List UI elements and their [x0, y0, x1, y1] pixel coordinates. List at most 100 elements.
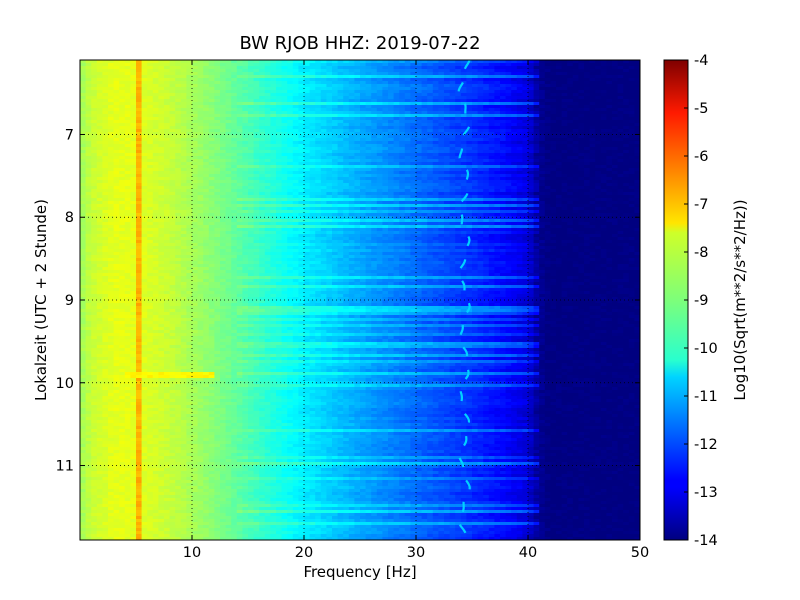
heatmap-cell — [102, 132, 109, 136]
heatmap-cell — [550, 171, 557, 175]
heatmap-cell — [376, 60, 383, 64]
heatmap-cell — [449, 171, 456, 175]
heatmap-cell — [623, 60, 630, 64]
heatmap-cell — [208, 126, 215, 130]
heatmap-cell — [197, 162, 204, 166]
heatmap-cell — [343, 159, 350, 163]
heatmap-cell — [567, 186, 574, 190]
heatmap-cell — [253, 105, 260, 109]
heatmap-cell — [348, 201, 355, 205]
heatmap-cell — [572, 147, 579, 151]
heatmap-cell — [511, 144, 518, 148]
heatmap-cell — [365, 105, 372, 109]
heatmap-cell — [432, 198, 439, 202]
heatmap-cell — [634, 132, 640, 136]
heatmap-cell — [96, 147, 103, 151]
heatmap-cell — [343, 189, 350, 193]
heatmap-cell — [214, 111, 221, 115]
heatmap-cell — [505, 144, 512, 148]
heatmap-cell — [248, 126, 254, 130]
heatmap-cell — [488, 120, 495, 124]
heatmap-cell — [600, 186, 607, 190]
heatmap-cell — [399, 99, 406, 103]
heatmap-cell — [595, 138, 602, 142]
heatmap-cell — [365, 156, 372, 160]
heatmap-cell — [528, 102, 534, 106]
heatmap-cell — [124, 93, 131, 97]
heatmap-cell — [236, 195, 243, 199]
heatmap-cell — [528, 90, 534, 94]
heatmap-cell — [113, 99, 120, 103]
heatmap-cell — [236, 126, 243, 130]
heatmap-cell — [628, 183, 635, 187]
heatmap-cell — [404, 102, 411, 106]
heatmap-cell — [572, 153, 579, 157]
heatmap-cell — [623, 129, 630, 133]
heatmap-cell — [612, 99, 618, 103]
heatmap-cell — [500, 192, 506, 196]
heatmap-cell — [561, 117, 568, 121]
heatmap-cell — [253, 168, 260, 172]
heatmap-cell — [399, 198, 406, 202]
heatmap-cell — [455, 105, 462, 109]
heatmap-cell — [488, 189, 495, 193]
heatmap-cell — [432, 96, 439, 100]
heatmap-cell — [264, 60, 271, 64]
heatmap-cell — [388, 84, 394, 88]
heatmap-cell — [124, 111, 131, 115]
heatmap-cell — [276, 108, 282, 112]
heatmap-cell — [248, 114, 254, 118]
heatmap-cell — [292, 132, 299, 136]
heatmap-cell — [623, 93, 630, 97]
heatmap-cell — [533, 132, 540, 136]
heatmap-cell — [113, 207, 120, 211]
heatmap-cell — [460, 201, 467, 205]
heatmap-cell — [287, 120, 294, 124]
heatmap-cell — [488, 174, 495, 178]
heatmap-cell — [343, 78, 350, 82]
heatmap-cell — [600, 144, 607, 148]
heatmap-cell — [472, 165, 478, 169]
heatmap-cell — [348, 102, 355, 106]
heatmap-cell — [292, 120, 299, 124]
heatmap-cell — [567, 153, 574, 157]
heatmap-cell — [544, 102, 551, 106]
heatmap-cell — [612, 129, 618, 133]
heatmap-cell — [96, 195, 103, 199]
heatmap-cell — [623, 87, 630, 91]
heatmap-cell — [561, 162, 568, 166]
heatmap-cell — [248, 168, 254, 172]
heatmap-cell — [343, 120, 350, 124]
heatmap-cell — [595, 123, 602, 127]
heatmap-cell — [556, 135, 562, 139]
heatmap-cell — [572, 108, 579, 112]
heatmap-cell — [169, 192, 176, 196]
heatmap-cell — [634, 198, 640, 202]
heatmap-cell — [236, 102, 243, 106]
heatmap-cell — [354, 93, 361, 97]
heatmap-cell — [399, 84, 406, 88]
heatmap-cell — [264, 96, 271, 100]
heatmap-cell — [113, 201, 120, 205]
heatmap-cell — [550, 96, 557, 100]
heatmap-cell — [169, 168, 176, 172]
heatmap-cell — [460, 177, 467, 181]
heatmap-cell — [556, 174, 562, 178]
heatmap-cell — [393, 114, 400, 118]
heatmap-cell — [589, 183, 596, 187]
heatmap-cell — [360, 132, 366, 136]
heatmap-cell — [533, 180, 540, 184]
heatmap-cell — [220, 153, 226, 157]
heatmap-cell — [500, 75, 506, 79]
heatmap-cell — [584, 102, 590, 106]
heatmap-cell — [343, 171, 350, 175]
heatmap-cell — [113, 120, 120, 124]
heatmap-cell — [124, 90, 131, 94]
heatmap-cell — [186, 108, 193, 112]
heatmap-cell — [147, 207, 154, 211]
heatmap-cell — [382, 105, 389, 109]
heatmap-cell — [320, 156, 327, 160]
heatmap-cell — [432, 72, 439, 76]
heatmap-cell — [511, 81, 518, 85]
heatmap-cell — [388, 201, 394, 205]
